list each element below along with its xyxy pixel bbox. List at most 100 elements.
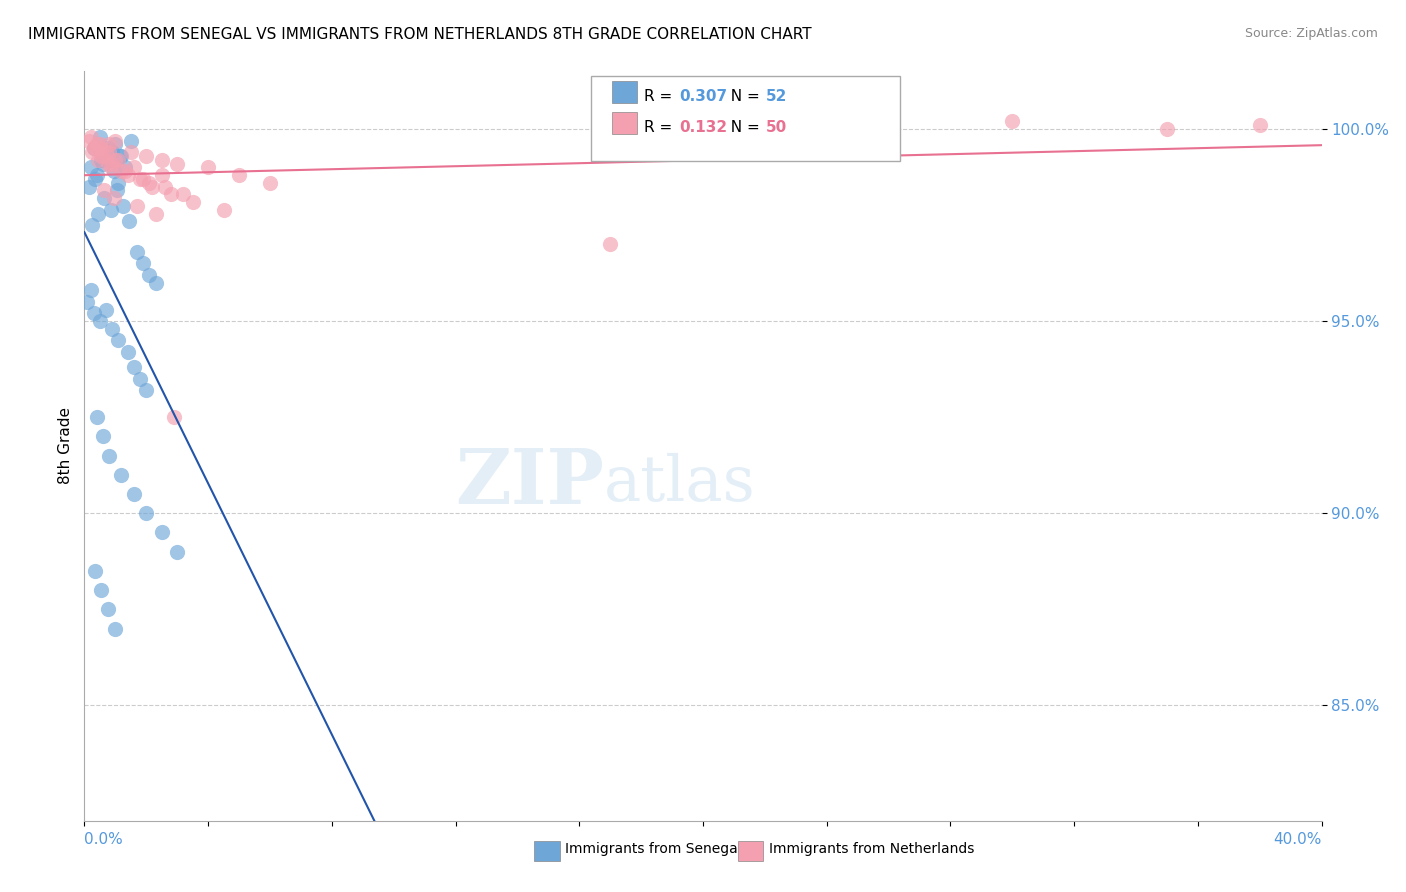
Point [1001, 114, 1024, 128]
Point [101, 322, 124, 336]
Point [118, 214, 141, 228]
Text: N =: N = [721, 120, 765, 136]
Point [110, 164, 132, 178]
Text: atlas: atlas [605, 453, 756, 514]
Text: Immigrants from Senegal: Immigrants from Senegal [565, 842, 742, 856]
Point [129, 172, 152, 186]
Point [135, 149, 157, 163]
Point [145, 206, 167, 220]
Text: 50: 50 [766, 120, 787, 136]
Point [110, 149, 132, 163]
Text: R =: R = [644, 89, 678, 104]
Point [120, 134, 142, 148]
Point [181, 194, 204, 209]
Text: 40.0%: 40.0% [1274, 832, 1322, 847]
Point [104, 153, 127, 167]
Point [114, 164, 136, 178]
Point [82, 145, 104, 159]
Point [94, 302, 117, 317]
Point [107, 153, 129, 167]
Point [122, 360, 145, 375]
Text: IMMIGRANTS FROM SENEGAL VS IMMIGRANTS FROM NETHERLANDS 8TH GRADE CORRELATION CHA: IMMIGRANTS FROM SENEGAL VS IMMIGRANTS FR… [28, 27, 811, 42]
Text: R =: R = [644, 120, 678, 136]
Point [122, 487, 145, 501]
Point [166, 544, 188, 558]
Point [259, 176, 281, 190]
Point [132, 256, 155, 270]
Text: Immigrants from Netherlands: Immigrants from Netherlands [769, 842, 974, 856]
Point [77, 134, 100, 148]
Point [105, 184, 128, 198]
Point [86, 168, 108, 182]
Text: 0.0%: 0.0% [84, 832, 124, 847]
Point [228, 168, 250, 182]
Point [89, 314, 111, 328]
Point [79, 284, 101, 298]
Point [120, 145, 142, 159]
Point [107, 176, 129, 190]
Point [160, 187, 183, 202]
Point [103, 164, 125, 178]
Point [125, 199, 148, 213]
Point [104, 134, 127, 148]
Point [117, 344, 139, 359]
Point [150, 168, 173, 182]
Point [163, 410, 186, 425]
Point [122, 161, 145, 175]
Point [1249, 118, 1271, 132]
Point [93, 184, 115, 198]
Point [100, 202, 122, 217]
Point [84, 141, 107, 155]
Point [90, 149, 112, 163]
Point [117, 168, 139, 182]
Point [89, 137, 111, 152]
Point [83, 141, 105, 155]
Point [98, 153, 121, 167]
Point [104, 137, 127, 152]
Point [86, 410, 108, 425]
Point [96, 156, 118, 170]
Point [150, 153, 173, 167]
Point [83, 306, 105, 320]
Point [197, 161, 219, 175]
Point [96, 141, 118, 155]
Text: ZIP: ZIP [456, 447, 605, 520]
Point [87, 206, 110, 220]
Point [87, 153, 110, 167]
Point [104, 622, 127, 636]
Point [172, 187, 194, 202]
Point [141, 179, 163, 194]
Point [98, 449, 121, 463]
Text: N =: N = [721, 89, 765, 104]
Point [101, 145, 124, 159]
Point [153, 179, 176, 194]
Point [100, 161, 122, 175]
Point [166, 156, 188, 170]
Point [90, 153, 112, 167]
Point [82, 218, 104, 232]
Point [89, 141, 111, 155]
Point [599, 237, 621, 252]
Point [91, 429, 114, 443]
Point [79, 129, 101, 144]
Point [91, 149, 114, 163]
Point [135, 506, 157, 520]
Text: 52: 52 [766, 89, 787, 104]
Point [101, 156, 124, 170]
Point [107, 334, 129, 348]
Point [94, 145, 117, 159]
Point [84, 564, 107, 578]
Y-axis label: 8th Grade: 8th Grade [58, 408, 73, 484]
Point [150, 525, 173, 540]
Point [110, 467, 132, 482]
Point [103, 191, 125, 205]
Point [212, 202, 235, 217]
Point [125, 244, 148, 259]
Point [77, 179, 100, 194]
Point [138, 176, 160, 190]
Point [1156, 122, 1178, 136]
Text: Source: ZipAtlas.com: Source: ZipAtlas.com [1244, 27, 1378, 40]
Text: 0.132: 0.132 [679, 120, 727, 136]
Point [112, 199, 135, 213]
Point [98, 137, 121, 152]
